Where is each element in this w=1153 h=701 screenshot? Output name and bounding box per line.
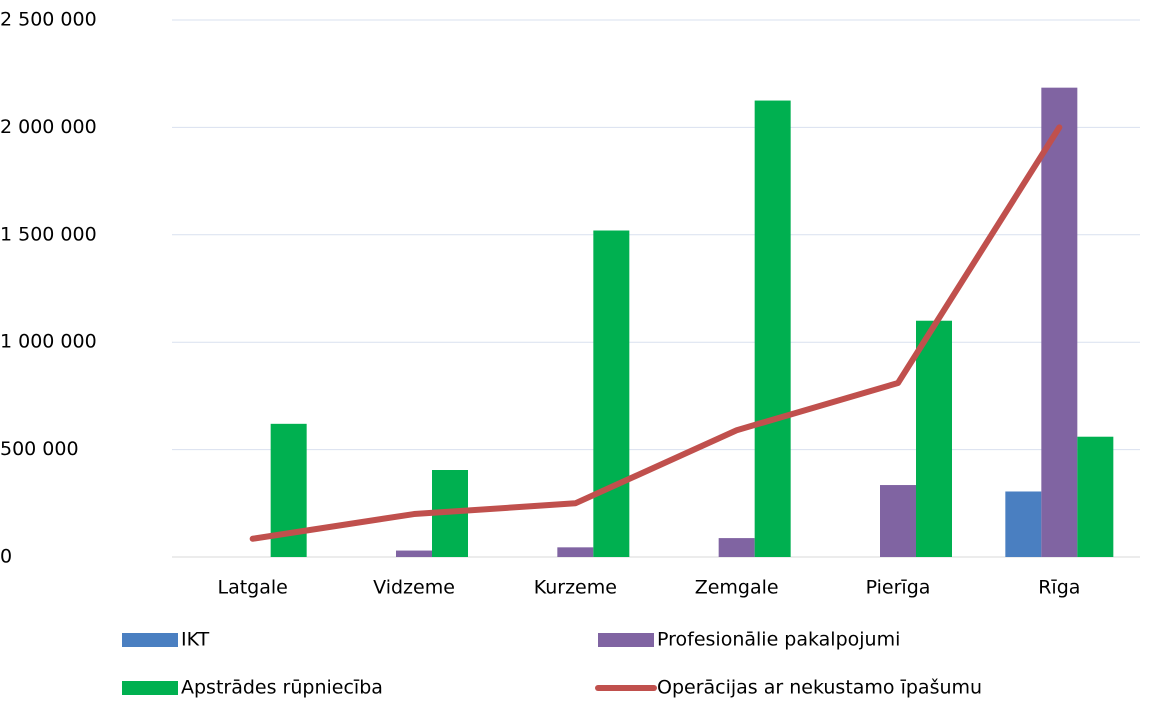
legend-swatch: [122, 681, 178, 695]
x-tick-label: Rīga: [1038, 577, 1080, 599]
bar: [1077, 436, 1114, 557]
legend-label: Profesionālie pakalpojumi: [657, 629, 900, 651]
y-tick-label: 0: [0, 546, 12, 568]
y-tick-label: 2 500 000: [0, 9, 97, 31]
bar: [916, 320, 952, 557]
bar: [1005, 491, 1042, 557]
line: [249, 124, 1063, 542]
y-tick-label: 2 000 000: [0, 116, 97, 138]
x-tick-label: Kurzeme: [534, 577, 617, 599]
y-tick-label: 500 000: [0, 438, 79, 460]
bar: [880, 485, 916, 557]
bar: [593, 230, 630, 557]
legend-label: Operācijas ar nekustamo īpašumu: [657, 677, 982, 699]
bar: [1041, 87, 1078, 558]
legend-label: IKT: [181, 629, 210, 651]
legend-swatch: [122, 633, 178, 647]
y-tick-label: 1 000 000: [0, 331, 97, 353]
y-tick-label: 1 500 000: [0, 223, 97, 245]
bar: [557, 547, 594, 557]
x-tick-label: Vidzeme: [373, 577, 455, 599]
bar: [754, 100, 791, 558]
bar: [718, 538, 755, 557]
bar: [396, 550, 432, 557]
legend-swatch: [598, 633, 654, 647]
x-tick-label: Zemgale: [695, 577, 779, 599]
x-tick-label: Pierīga: [866, 577, 931, 599]
legend-label: Apstrādes rūpniecība: [181, 677, 383, 699]
x-tick-label: Latgale: [217, 577, 287, 599]
